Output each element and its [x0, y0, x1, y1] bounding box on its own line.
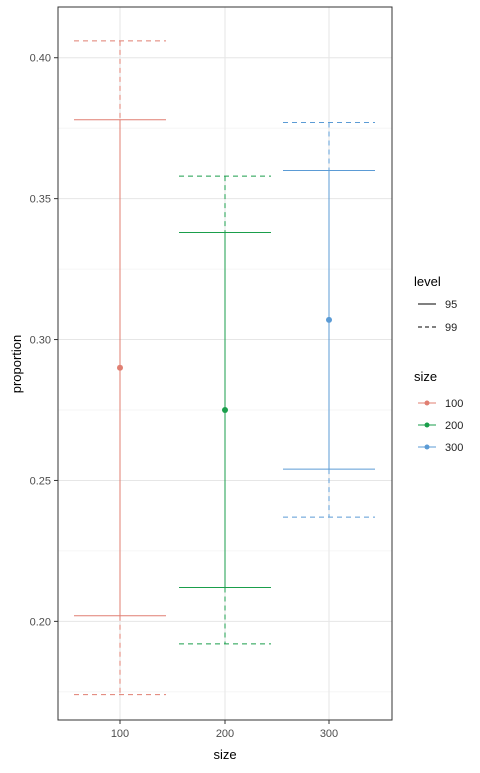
legend-level-99-label: 99	[445, 322, 457, 334]
point-estimate-100	[117, 364, 123, 371]
legend-size-100-label: 100	[445, 398, 463, 410]
series-300	[283, 122, 375, 518]
legend-level-title: level	[414, 274, 441, 289]
series-100	[74, 40, 166, 696]
series-layer	[74, 40, 375, 696]
legend-size-200-label: 200	[445, 420, 463, 432]
legend-size-300-dot	[424, 444, 430, 450]
x-axis-title: size	[213, 747, 236, 762]
legend-level-95-label: 95	[445, 299, 457, 311]
x-tick-label-2: 300	[320, 728, 338, 740]
y-tick-label-0: 0.20	[30, 616, 51, 628]
legend-size-title: size	[414, 369, 437, 384]
y-tick-label-1: 0.25	[30, 475, 51, 487]
y-axis: 0.20 0.25 0.30 0.35 0.40	[30, 53, 58, 628]
legend-size: size 100 200 300	[414, 369, 463, 454]
point-estimate-200	[222, 407, 228, 413]
legend-level: level 95 99	[414, 274, 457, 334]
legend-size-100-dot	[424, 400, 430, 406]
x-axis: 100 200 300	[111, 720, 338, 740]
series-200	[179, 175, 271, 645]
y-tick-label-2: 0.30	[30, 335, 51, 347]
x-tick-label-0: 100	[111, 728, 129, 740]
y-tick-label-3: 0.35	[30, 194, 51, 206]
x-tick-label-1: 200	[216, 728, 234, 740]
legend-size-200-dot	[424, 422, 430, 428]
legend-size-300-label: 300	[445, 442, 463, 454]
y-axis-title: proportion	[9, 335, 24, 394]
point-estimate-300	[326, 316, 332, 323]
y-tick-label-4: 0.40	[30, 53, 51, 65]
legend-size-items: 100 200 300	[418, 398, 463, 454]
